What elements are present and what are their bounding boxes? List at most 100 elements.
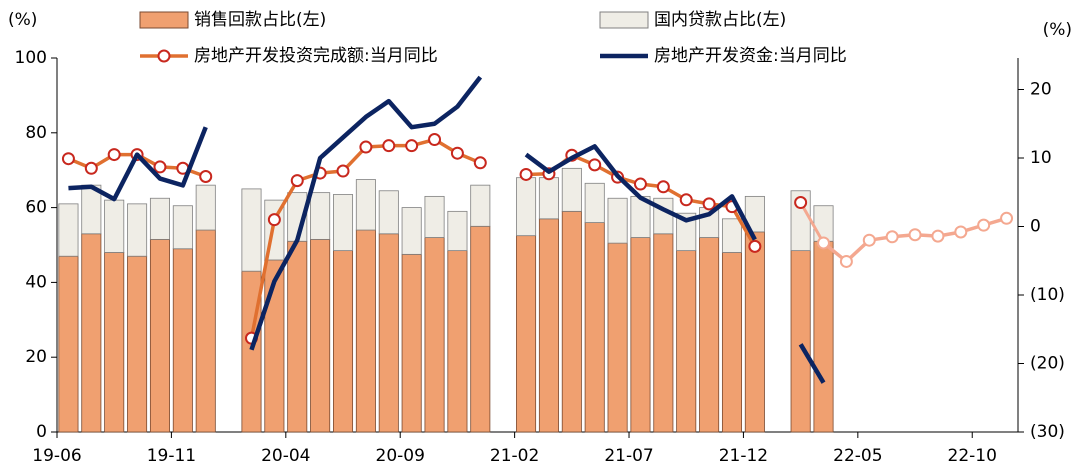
bar	[355, 179, 376, 231]
y2-tick-label: (20)	[1030, 354, 1065, 374]
marker	[84, 161, 98, 175]
marker	[931, 229, 945, 243]
marker	[359, 140, 373, 154]
marker	[839, 254, 853, 268]
marker	[748, 239, 762, 253]
bar	[516, 177, 537, 237]
line-connector	[799, 201, 825, 244]
y-tick-label: 0	[36, 422, 47, 442]
bar	[127, 203, 148, 257]
marker	[336, 164, 350, 178]
bar	[538, 218, 559, 433]
marker	[473, 156, 487, 170]
bar	[310, 192, 331, 240]
bar	[287, 240, 308, 433]
y-tick-label: 80	[25, 123, 47, 143]
marker	[633, 177, 647, 191]
y-tick-label: 60	[25, 198, 47, 218]
bar	[561, 167, 582, 212]
bar	[81, 233, 102, 433]
legend-label: 国内贷款占比(左)	[654, 10, 786, 30]
line	[798, 343, 826, 384]
y2-tick-label: 20	[1030, 80, 1052, 100]
line	[68, 126, 208, 202]
x-tick-label: 22-05	[833, 446, 882, 466]
marker	[267, 213, 281, 227]
bar	[149, 238, 170, 433]
bar	[744, 195, 765, 233]
bar	[630, 237, 651, 433]
marker	[450, 146, 464, 160]
marker	[405, 139, 419, 153]
marker	[679, 193, 693, 207]
bar	[676, 250, 697, 433]
bar	[744, 231, 765, 433]
bar	[195, 229, 216, 433]
marker	[199, 170, 213, 184]
x-tick-label: 20-09	[376, 446, 425, 466]
bar	[470, 225, 491, 433]
y2-tick-label: (30)	[1030, 422, 1065, 442]
y2-tick-label: 10	[1030, 148, 1052, 168]
marker	[61, 152, 75, 166]
y2-tick-label: 0	[1030, 217, 1041, 237]
marker	[382, 139, 396, 153]
bar	[653, 233, 674, 433]
bar	[447, 210, 468, 252]
marker	[290, 174, 304, 188]
marker	[656, 180, 670, 194]
marker	[702, 197, 716, 211]
marker	[1000, 211, 1014, 225]
marker	[428, 133, 442, 147]
x-tick-label: 21-07	[604, 446, 653, 466]
y-tick-label: 40	[25, 272, 47, 292]
bar	[721, 252, 742, 433]
bar	[790, 250, 811, 433]
legend-swatch	[139, 11, 189, 29]
x-tick-label: 19-06	[32, 446, 81, 466]
bar	[470, 184, 491, 227]
bar	[607, 242, 628, 433]
x-tick-label: 21-12	[719, 446, 768, 466]
bar	[195, 184, 216, 231]
x-tick-label: 21-02	[490, 446, 539, 466]
marker	[794, 196, 808, 210]
bar	[172, 248, 193, 433]
bar	[104, 199, 125, 253]
bar	[127, 255, 148, 433]
y-tick-label: 100	[15, 48, 47, 68]
legend-label: 房地产开发资金:当月同比	[654, 46, 847, 66]
bar	[401, 253, 422, 433]
y-unit: (%)	[8, 10, 37, 30]
bar	[516, 235, 537, 433]
line	[249, 75, 483, 351]
marker	[588, 158, 602, 172]
bar	[584, 182, 605, 223]
bar	[561, 210, 582, 433]
y-tick-label: 20	[25, 347, 47, 367]
bar	[401, 207, 422, 255]
bar	[58, 255, 79, 433]
legend-label: 房地产开发投资完成额:当月同比	[194, 46, 438, 66]
bar	[58, 203, 79, 257]
bar	[699, 237, 720, 433]
bar	[813, 240, 834, 433]
marker	[885, 230, 899, 244]
marker	[107, 148, 121, 162]
bar	[538, 177, 559, 220]
bar	[676, 212, 697, 252]
bar	[310, 238, 331, 433]
bar	[333, 250, 354, 433]
line	[524, 144, 757, 241]
bar	[447, 250, 468, 433]
legend-marker	[157, 49, 171, 63]
bar	[424, 195, 445, 238]
bar	[355, 229, 376, 433]
bar	[149, 197, 170, 240]
bar	[104, 252, 125, 433]
bar	[721, 218, 742, 253]
marker	[954, 225, 968, 239]
y2-unit: (%)	[1043, 20, 1072, 40]
bar	[584, 222, 605, 433]
bar	[172, 205, 193, 250]
